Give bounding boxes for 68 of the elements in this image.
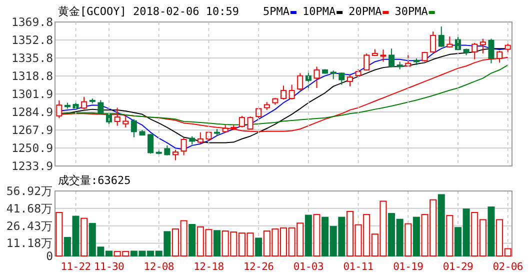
bar [188, 224, 196, 256]
candlestick [130, 118, 137, 138]
candlestick [388, 48, 395, 68]
candlestick [172, 149, 178, 161]
y-tick-label: 26.43万 [6, 218, 53, 233]
candlestick [98, 100, 104, 115]
bar [488, 206, 495, 256]
legend-label: 30PMA [394, 5, 428, 18]
candlestick [314, 66, 320, 89]
y-tick-label: 1335.8 [11, 51, 54, 66]
bar [255, 238, 262, 256]
x-tick-label: 12-08 [144, 261, 174, 273]
chart-title: 黄金[GCOOY] 2018-02-06 10:59 [58, 5, 239, 18]
candlestick [288, 84, 295, 100]
y-tick-label: 56.92万 [6, 184, 53, 198]
y-tick-label: 1352.8 [11, 33, 54, 48]
candlestick [438, 26, 444, 48]
x-tick-label: 11-30 [94, 261, 124, 273]
y-tick-label: 1284.9 [11, 104, 54, 119]
y-tick-label: 1318.8 [11, 69, 54, 84]
x-tick-label: 02-06 [492, 261, 523, 273]
bar [214, 230, 221, 256]
y-tick-label: 1250.9 [11, 140, 54, 155]
x-tick-label: 01-29 [442, 261, 474, 273]
x-tick-label: 12-26 [244, 261, 274, 273]
legend-label: 10PMA [302, 5, 336, 18]
candlestick [180, 137, 187, 156]
candlestick [338, 72, 345, 86]
legend-label: 20PMA [348, 5, 382, 18]
bar [80, 218, 88, 256]
y-tick-label: 11.18万 [6, 236, 53, 250]
candlestick [472, 42, 478, 60]
candlestick [122, 115, 129, 128]
bar [446, 215, 454, 256]
candlestick [488, 38, 494, 64]
y-tick-label: 41.68万 [6, 201, 53, 216]
candlestick [480, 38, 486, 54]
candlestick [114, 107, 120, 126]
candlestick [148, 134, 154, 154]
y-tick-label: 0 [46, 249, 54, 263]
legend-label: 5PMA [262, 5, 290, 18]
y-tick-label: 1301.9 [11, 86, 54, 101]
y-tick-label: 1369.8 [11, 15, 54, 29]
candlestick [81, 96, 88, 110]
candlestick [164, 144, 170, 156]
candlestick [197, 132, 204, 144]
bar [313, 214, 320, 256]
candlestick [297, 72, 304, 91]
candlestick [430, 31, 436, 54]
x-tick-label: 01-19 [393, 261, 424, 273]
candlestick [238, 115, 245, 128]
chart-title: 成交量:63625 [58, 174, 131, 187]
candlestick [346, 74, 353, 87]
bar [412, 216, 420, 256]
bar [438, 194, 445, 256]
candlestick [247, 116, 254, 130]
bar [56, 212, 63, 256]
x-tick-label: 01-03 [293, 261, 324, 273]
y-tick-label: 1233.9 [11, 159, 54, 173]
x-tick-label: 01-11 [343, 261, 374, 273]
candlestick [364, 52, 370, 72]
x-tick-label: 12-18 [194, 261, 224, 273]
bar [404, 223, 412, 256]
candlestick [280, 85, 286, 100]
candlestick [380, 49, 386, 62]
bar [304, 214, 312, 256]
y-tick-label: 1267.9 [11, 122, 54, 137]
x-tick-label: 11-22 [60, 261, 91, 273]
